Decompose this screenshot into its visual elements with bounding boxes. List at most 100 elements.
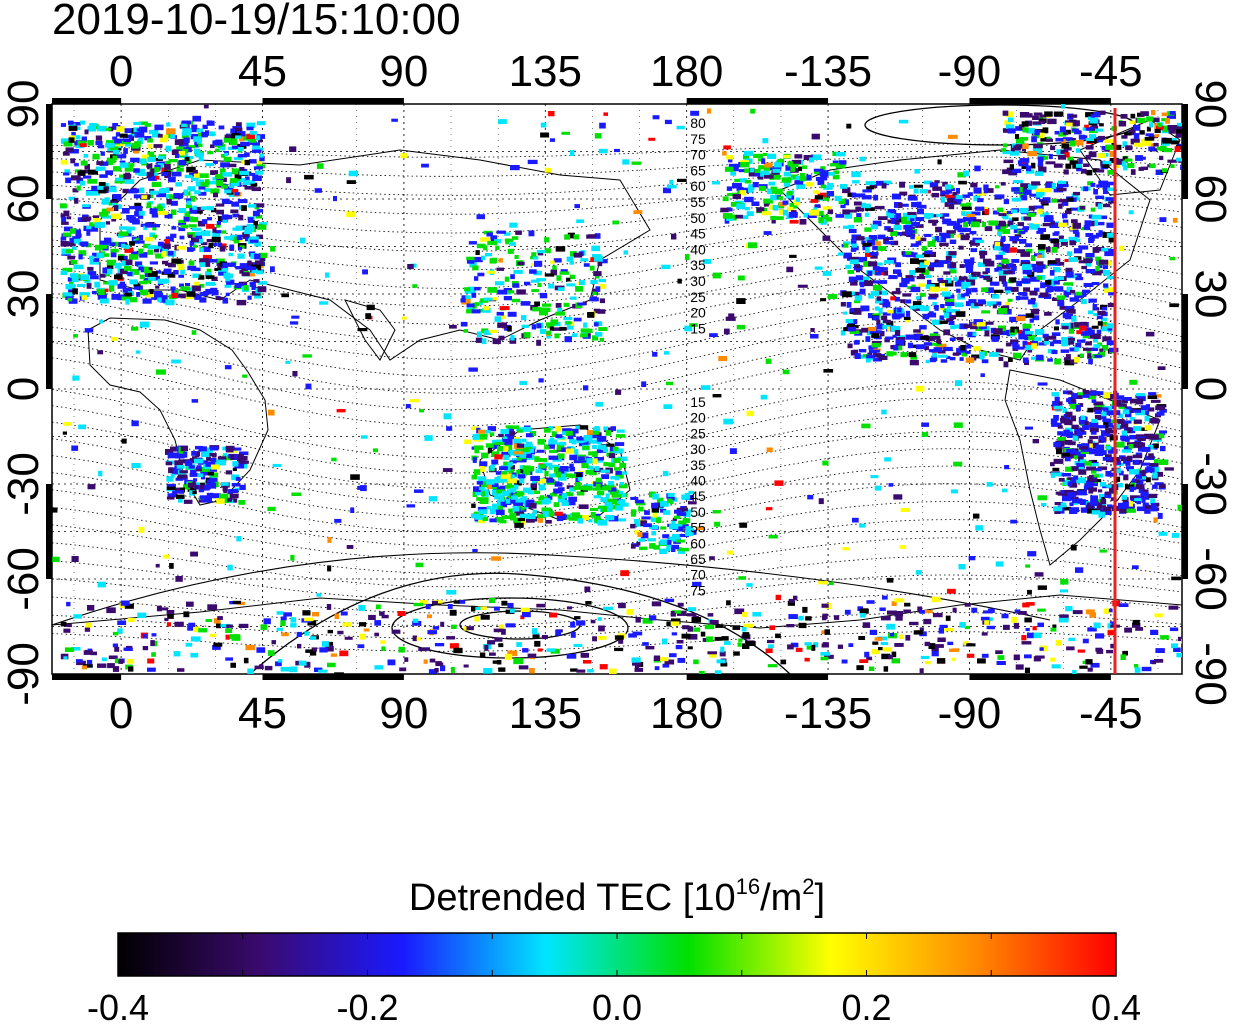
tec-data-point	[676, 610, 687, 616]
tec-data-point	[206, 447, 213, 454]
tec-data-point	[1039, 212, 1049, 217]
tec-data-point	[546, 494, 553, 500]
tec-data-point	[475, 337, 483, 343]
tec-data-point	[1011, 286, 1019, 292]
tec-data-point	[1134, 664, 1139, 668]
tec-data-point	[723, 641, 731, 645]
tec-data-point	[998, 356, 1004, 361]
tec-data-point	[1064, 359, 1075, 366]
tec-data-point	[744, 207, 750, 211]
tec-data-point	[964, 344, 972, 349]
tec-data-point	[94, 222, 105, 228]
tec-data-point	[681, 633, 691, 639]
tec-data-point	[496, 267, 505, 271]
tec-data-point	[860, 202, 866, 208]
tec-data-point	[1161, 141, 1170, 146]
tec-data-point	[898, 202, 903, 208]
tec-data-point	[720, 646, 725, 653]
tec-data-point	[257, 286, 267, 293]
tec-data-point	[126, 215, 135, 221]
tec-data-point	[1154, 482, 1164, 486]
tec-data-point	[1082, 390, 1090, 395]
tec-data-point	[810, 199, 819, 203]
tec-data-point	[840, 302, 846, 307]
tec-data-point	[1070, 415, 1076, 422]
tec-data-point	[88, 169, 98, 175]
tec-data-point	[498, 624, 505, 630]
tec-data-point	[253, 166, 263, 170]
tec-data-point	[563, 302, 570, 307]
tec-data-point	[878, 266, 885, 273]
tec-data-point	[802, 606, 808, 613]
tec-data-point	[486, 270, 495, 274]
tec-data-point	[225, 470, 233, 475]
tec-data-point	[231, 483, 241, 487]
tec-data-point	[738, 576, 746, 580]
tec-data-point	[89, 275, 99, 280]
tec-data-point	[962, 194, 971, 198]
tec-data-point	[836, 164, 845, 169]
tec-data-point	[939, 242, 949, 247]
tec-data-point	[1068, 236, 1078, 241]
tec-data-point	[1050, 145, 1056, 151]
tec-data-point	[1047, 358, 1053, 362]
tec-data-point	[1085, 253, 1095, 258]
tec-data-point	[601, 506, 608, 512]
tec-data-point	[1142, 502, 1149, 507]
tec-data-point	[654, 666, 660, 671]
tec-data-point	[544, 237, 550, 243]
tec-data-point	[855, 263, 860, 269]
tec-data-point	[1011, 616, 1017, 623]
tec-data-point	[810, 334, 819, 339]
tec-data-point	[106, 264, 114, 270]
tec-data-point	[327, 641, 333, 646]
tec-data-point	[732, 194, 741, 200]
tec-data-point	[520, 447, 530, 453]
tec-data-point	[943, 312, 950, 318]
tec-data-point	[180, 445, 188, 452]
tec-data-point	[491, 439, 498, 444]
tec-data-point	[1160, 635, 1169, 640]
tec-data-point	[499, 466, 508, 471]
tec-data-point	[1002, 488, 1008, 493]
tec-data-point	[1122, 156, 1128, 160]
tec-data-point	[998, 213, 1007, 217]
tec-data-point	[1078, 466, 1085, 471]
tec-data-point	[176, 167, 184, 172]
tec-data-point	[920, 655, 930, 659]
tec-data-point	[767, 188, 774, 195]
tec-data-point	[754, 172, 763, 177]
tec-data-point	[171, 258, 182, 264]
tec-data-point	[845, 319, 855, 324]
tec-data-point	[177, 264, 185, 270]
tec-data-point	[948, 321, 955, 325]
tec-data-point	[1129, 469, 1139, 475]
tec-data-point	[734, 608, 745, 615]
tec-data-point	[818, 217, 824, 223]
tec-data-point	[1058, 132, 1067, 137]
tec-data-point	[529, 269, 537, 274]
tec-data-point	[554, 466, 559, 473]
tec-data-point	[1065, 354, 1071, 360]
tec-data-point	[1129, 120, 1135, 125]
tec-data-point	[1062, 408, 1068, 413]
tec-data-point	[205, 275, 215, 279]
tec-data-point	[129, 241, 135, 246]
tec-data-point	[1054, 286, 1064, 292]
tec-data-point	[851, 245, 859, 251]
tec-data-point	[786, 192, 792, 199]
tec-data-point	[205, 261, 211, 267]
tec-data-point	[133, 285, 143, 290]
tec-data-point	[503, 461, 508, 468]
tec-data-point	[1064, 152, 1070, 158]
tec-data-point	[618, 518, 627, 522]
tec-data-point	[122, 287, 133, 293]
tec-data-point	[1146, 116, 1154, 122]
tec-data-point	[1013, 654, 1020, 661]
tec-data-point	[1091, 214, 1102, 220]
tec-data-point	[207, 471, 214, 476]
tec-data-point	[256, 234, 263, 240]
tec-data-point	[105, 142, 115, 148]
tec-data-point	[879, 330, 885, 337]
tec-data-point	[677, 657, 686, 663]
